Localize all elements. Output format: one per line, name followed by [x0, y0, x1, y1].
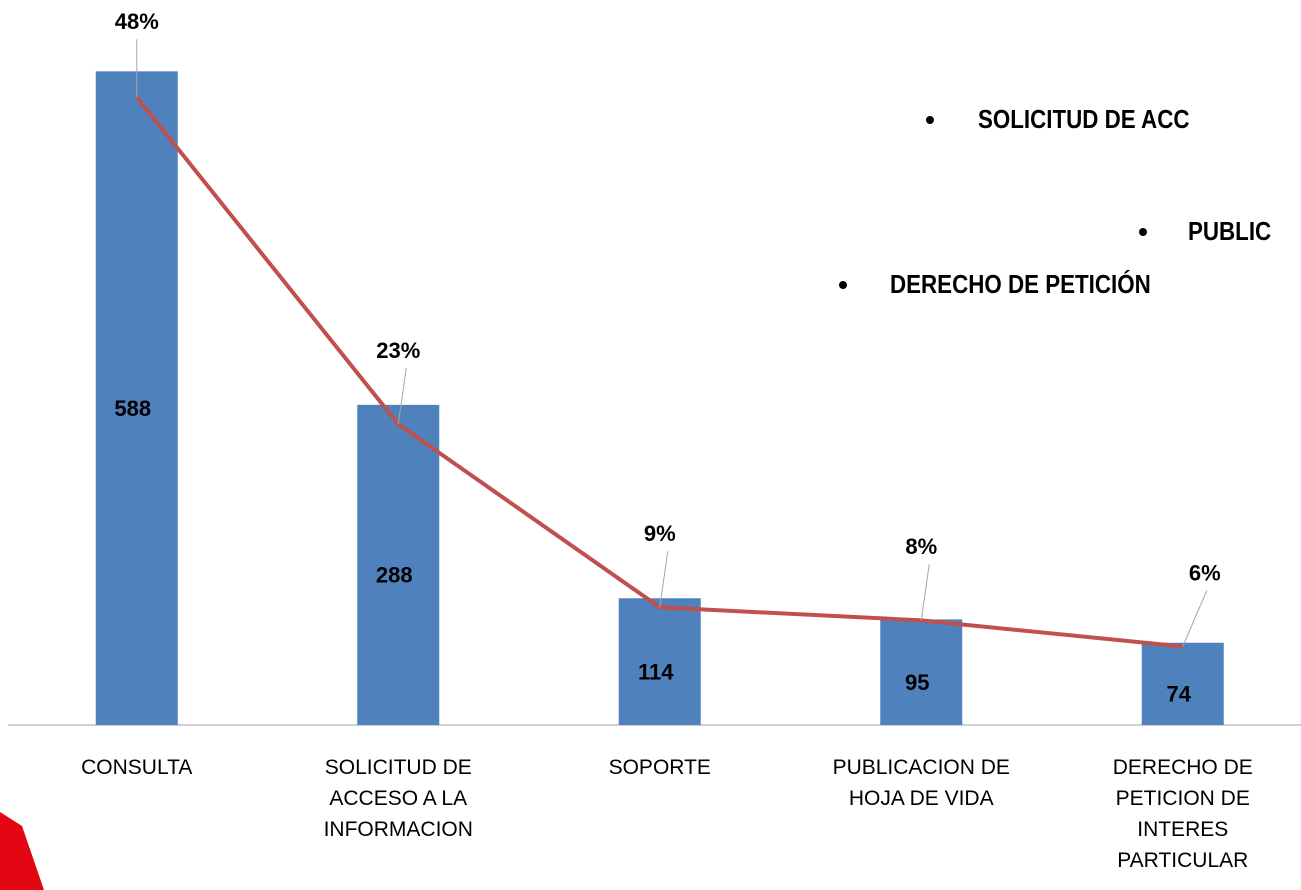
x-tick-label: CONSULTA [81, 756, 192, 779]
bullet [839, 281, 847, 289]
data-label: 23% [376, 338, 420, 363]
leader-line [1182, 590, 1208, 647]
x-tick-label: DERECHO DE PETICION DE INTERES PARTICULAR [1113, 756, 1253, 872]
annotation: SOLICITUD DE ACC [978, 105, 1189, 134]
line [135, 95, 1183, 649]
data-label: 48% [115, 9, 159, 34]
bullet [1139, 228, 1147, 236]
data-label: 288 [376, 563, 413, 588]
x-tick-label: SOLICITUD DE ACCESO A LA INFORMACION [324, 756, 473, 841]
data-label: 6% [1189, 560, 1221, 585]
data-label: 8% [905, 534, 937, 559]
x-tick-label: SOPORTE [609, 756, 711, 779]
bar [618, 598, 701, 725]
decoration [0, 812, 44, 890]
leader-line [397, 368, 407, 425]
bullet [926, 116, 934, 124]
bar [1141, 642, 1224, 725]
data-label: 74 [1167, 682, 1192, 707]
annotation: DERECHO DE PETICIÓN [890, 269, 1151, 299]
data-label: 95 [905, 670, 929, 695]
data-label: 588 [114, 396, 151, 421]
bar [880, 619, 963, 725]
bar [95, 71, 178, 726]
leader-line [659, 551, 669, 608]
x-tick-label: PUBLICACION DE HOJA DE VIDA [833, 756, 1010, 810]
bar [357, 404, 440, 725]
annotation: PUBLIC [1188, 217, 1271, 246]
leader-line [920, 564, 930, 621]
data-label: 9% [644, 521, 676, 546]
data-label: 114 [638, 659, 674, 684]
